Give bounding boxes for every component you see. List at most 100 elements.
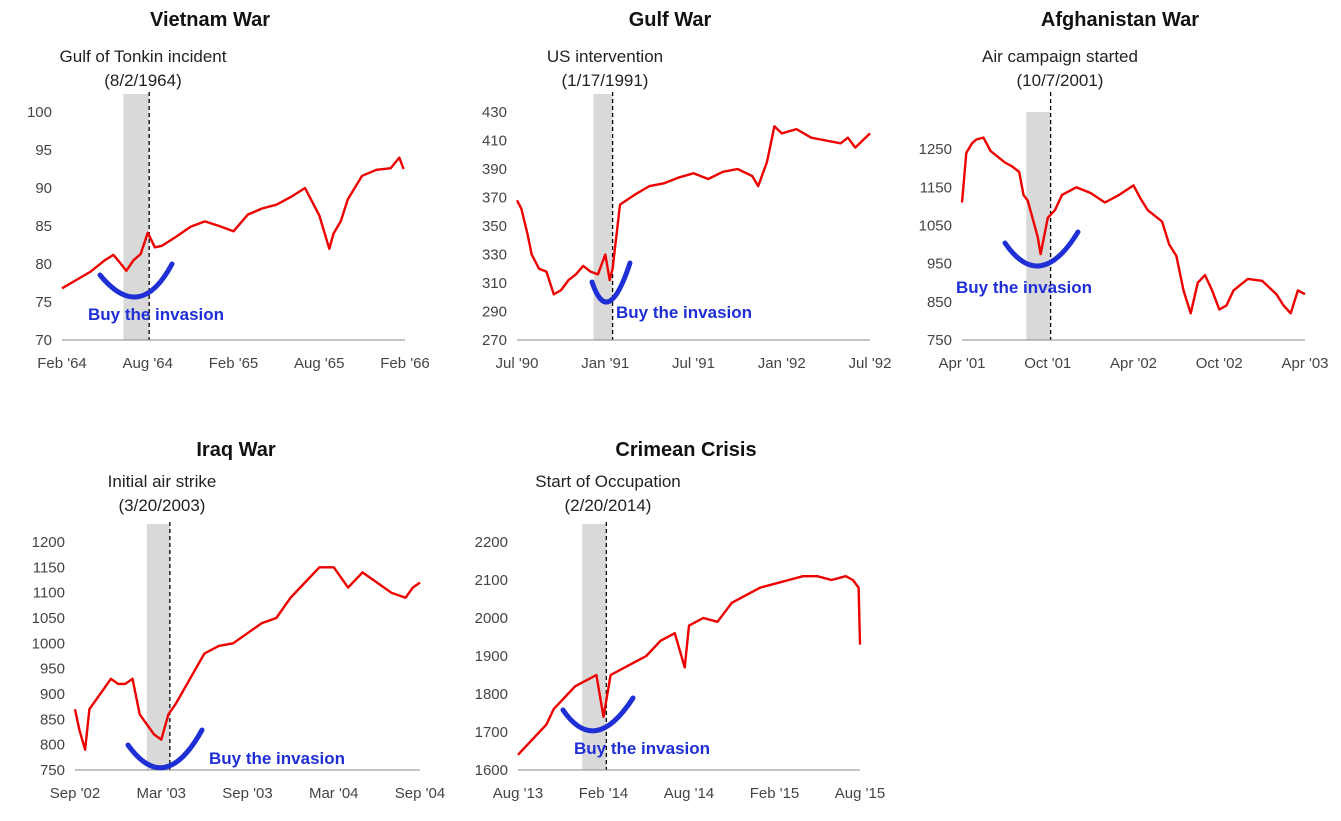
y-tick-label: 90 bbox=[35, 180, 52, 197]
buy-label: Buy the invasion bbox=[616, 303, 752, 322]
buy-smile-mark bbox=[97, 261, 175, 300]
event-annotation-line2: (2/20/2014) bbox=[565, 496, 652, 515]
y-tick-label: 85 bbox=[35, 218, 52, 235]
y-tick-label: 950 bbox=[40, 661, 65, 678]
plot-area: 100 95 90 85 80 75 70 Feb '64 Aug '64 Feb '65 Aug … bbox=[27, 92, 430, 372]
y-tick-label: 1050 bbox=[32, 610, 65, 627]
chart-title: Iraq War bbox=[196, 439, 275, 461]
x-tick-label: Feb '15 bbox=[750, 785, 800, 802]
x-tick-label: Feb '66 bbox=[380, 355, 430, 372]
y-tick-label: 95 bbox=[35, 142, 52, 159]
y-tick-label: 2200 bbox=[475, 534, 508, 551]
event-annotation-line2: (10/7/2001) bbox=[1017, 71, 1104, 90]
series-line bbox=[61, 156, 405, 290]
y-tick-label: 950 bbox=[927, 256, 952, 273]
buy-label: Buy the invasion bbox=[88, 305, 224, 324]
y-tick-label: 270 bbox=[482, 332, 507, 349]
y-tick-label: 290 bbox=[482, 304, 507, 321]
y-tick-label: 430 bbox=[482, 104, 507, 121]
y-tick-label: 370 bbox=[482, 190, 507, 207]
x-tick-label: Aug '64 bbox=[123, 355, 173, 372]
chart-title: Crimean Crisis bbox=[615, 439, 756, 461]
event-annotation-line2: (1/17/1991) bbox=[562, 71, 649, 90]
x-tick-label: Mar '03 bbox=[136, 785, 186, 802]
y-tick-label: 2100 bbox=[475, 572, 508, 589]
y-tick-label: 350 bbox=[482, 218, 507, 235]
y-tick-label: 1150 bbox=[920, 179, 952, 196]
x-tick-label: Aug '65 bbox=[294, 355, 344, 372]
x-tick-label: Jan '92 bbox=[758, 355, 806, 372]
y-tick-label: 80 bbox=[35, 256, 52, 273]
event-annotation-line2: (3/20/2003) bbox=[119, 496, 206, 515]
y-tick-label: 330 bbox=[482, 247, 507, 264]
y-tick-label: 75 bbox=[35, 294, 52, 311]
event-annotation-line1: US intervention bbox=[547, 47, 663, 66]
x-tick-label: Mar '04 bbox=[309, 785, 359, 802]
event-annotation-line1: Air campaign started bbox=[982, 47, 1138, 66]
event-annotation-line2: (8/2/1964) bbox=[104, 71, 182, 90]
y-tick-label: 800 bbox=[40, 737, 65, 754]
buy-label: Buy the invasion bbox=[574, 739, 710, 758]
buy-label: Buy the invasion bbox=[209, 749, 345, 768]
y-tick-label: 410 bbox=[482, 133, 507, 150]
y-tick-label: 1800 bbox=[475, 686, 508, 703]
x-tick-label: Sep '02 bbox=[50, 785, 100, 802]
x-tick-label: Oct '01 bbox=[1024, 355, 1071, 372]
x-tick-label: Aug '15 bbox=[835, 785, 885, 802]
y-tick-label: 900 bbox=[40, 686, 65, 703]
afghanistan-war-chart: Afghanistan War Air campaign started (10… bbox=[919, 9, 1329, 372]
series-line bbox=[960, 136, 1306, 315]
y-tick-label: 1700 bbox=[475, 724, 508, 741]
series-line bbox=[515, 125, 871, 296]
pre-event-highlight bbox=[123, 94, 150, 340]
x-tick-label: Oct '02 bbox=[1196, 355, 1243, 372]
x-tick-label: Aug '14 bbox=[664, 785, 714, 802]
iraq-war-panel: Iraq War Initial air strike (3/20/2003) … bbox=[0, 430, 450, 820]
y-tick-label: 100 bbox=[27, 104, 52, 121]
y-tick-label: 1100 bbox=[33, 585, 65, 602]
y-tick-label: 2000 bbox=[475, 610, 508, 627]
crimean-crisis-chart: Crimean Crisis Start of Occupation (2/20… bbox=[475, 439, 886, 802]
buy-smile-mark bbox=[125, 727, 205, 771]
y-tick-label: 850 bbox=[927, 294, 952, 311]
plot-area: 1200 1150 1100 1050 1000 950 900 850 800 750 Sep '… bbox=[32, 522, 445, 802]
buy-label: Buy the invasion bbox=[956, 278, 1092, 297]
buy-smile-mark bbox=[560, 695, 636, 734]
x-tick-label: Aug '13 bbox=[493, 785, 543, 802]
y-tick-label: 1900 bbox=[475, 648, 508, 665]
gulf-war-chart: Gulf War US intervention (1/17/1991) 430… bbox=[482, 9, 891, 372]
x-tick-label: Apr '03 bbox=[1281, 355, 1328, 372]
vietnam-war-chart: Vietnam War Gulf of Tonkin incident (8/2… bbox=[27, 9, 430, 372]
y-tick-label: 750 bbox=[927, 332, 952, 349]
plot-area: 1250 1150 1050 950 850 750 Apr '01 Oct '01 Apr '… bbox=[919, 92, 1329, 372]
x-tick-label: Jul '90 bbox=[496, 355, 539, 372]
buy-smile-mark bbox=[589, 260, 633, 305]
y-tick-label: 1000 bbox=[32, 635, 65, 652]
x-tick-label: Jul '91 bbox=[672, 355, 715, 372]
x-tick-label: Feb '14 bbox=[579, 785, 629, 802]
x-tick-label: Jan '91 bbox=[581, 355, 629, 372]
y-tick-label: 1150 bbox=[33, 559, 65, 576]
gulf-war-panel: Gulf War US intervention (1/17/1991) 430… bbox=[450, 0, 891, 400]
chart-title: Afghanistan War bbox=[1041, 9, 1199, 31]
x-tick-label: Apr '02 bbox=[1110, 355, 1157, 372]
x-tick-label: Sep '03 bbox=[222, 785, 272, 802]
y-tick-label: 1250 bbox=[919, 141, 952, 158]
chart-title: Gulf War bbox=[629, 9, 712, 31]
crimean-crisis-panel: Crimean Crisis Start of Occupation (2/20… bbox=[445, 430, 895, 820]
y-tick-label: 1050 bbox=[919, 217, 952, 234]
vietnam-war-panel: Vietnam War Gulf of Tonkin incident (8/2… bbox=[0, 0, 440, 400]
plot-area: 430 410 390 370 350 330 310 290 270 Jul '90 Jan '9… bbox=[482, 92, 891, 372]
y-tick-label: 310 bbox=[482, 275, 507, 292]
x-tick-label: Feb '64 bbox=[37, 355, 87, 372]
afghanistan-war-panel: Afghanistan War Air campaign started (10… bbox=[890, 0, 1330, 400]
x-tick-label: Jul '92 bbox=[849, 355, 892, 372]
chart-title: Vietnam War bbox=[150, 9, 270, 31]
y-tick-label: 1600 bbox=[475, 762, 508, 779]
y-tick-label: 70 bbox=[35, 332, 52, 349]
pre-event-highlight bbox=[593, 94, 613, 340]
buy-smile-mark bbox=[1002, 229, 1081, 269]
event-annotation-line1: Initial air strike bbox=[108, 472, 217, 491]
y-tick-label: 750 bbox=[40, 762, 65, 779]
y-tick-label: 1200 bbox=[32, 534, 65, 551]
